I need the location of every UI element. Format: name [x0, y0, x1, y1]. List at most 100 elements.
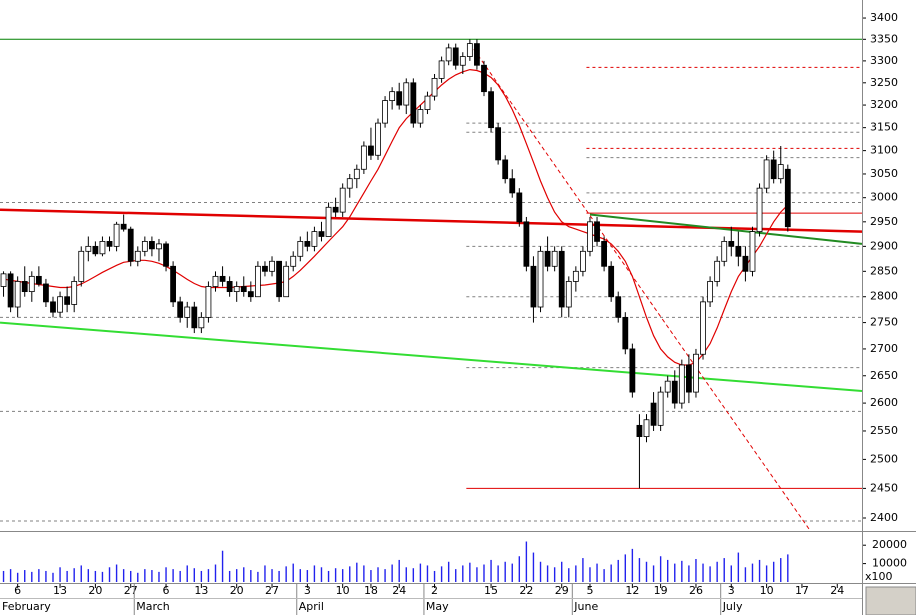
candle-body	[184, 306, 191, 318]
candle-body	[99, 241, 106, 255]
volume-bar	[666, 559, 669, 582]
candle-body	[375, 122, 381, 156]
y-tick-label: 2850	[870, 264, 898, 277]
candle-body	[7, 273, 14, 308]
candle-body	[678, 364, 685, 404]
y-tick-label: 2600	[870, 396, 898, 409]
volume-bar	[624, 554, 627, 582]
volume-bar	[497, 565, 499, 582]
volume-bar	[582, 558, 584, 582]
volume-unit: x100	[865, 570, 893, 583]
volume-bar	[539, 561, 542, 582]
volume-bar	[349, 566, 351, 582]
candle-body	[749, 231, 756, 272]
volume-bar	[681, 560, 683, 582]
volume-bar	[200, 570, 203, 582]
volume-bar	[101, 571, 104, 582]
volume-bar	[589, 567, 591, 582]
volume-bar	[638, 558, 641, 582]
candle-body	[693, 353, 699, 393]
volume-bar	[59, 567, 61, 582]
candle-body	[714, 260, 721, 282]
volume-bar	[525, 541, 528, 582]
candle-body	[438, 60, 445, 79]
volume-bar	[433, 570, 436, 582]
candle-body	[777, 164, 784, 180]
candle-body	[170, 265, 177, 303]
volume-bar	[250, 570, 252, 582]
volume-bar	[723, 558, 725, 582]
volume-bar	[737, 552, 740, 582]
volume-bar	[2, 570, 5, 582]
candle-body	[85, 245, 92, 252]
y-tick-label: 2750	[870, 316, 898, 329]
candle-body	[403, 82, 410, 106]
volume-bar	[327, 570, 330, 582]
x-tick-label: 12	[625, 584, 639, 597]
candle-body	[368, 145, 374, 156]
volume-bar	[405, 567, 407, 582]
candle-body	[594, 221, 600, 242]
candle-body	[205, 286, 212, 318]
candle-body	[452, 47, 459, 66]
volume-bar	[398, 559, 400, 582]
candle-body	[410, 82, 417, 124]
candle-body	[254, 265, 261, 298]
x-tick-label: 5	[586, 584, 593, 597]
candle-body	[537, 250, 544, 308]
volume-bar	[787, 554, 789, 582]
volume-bar	[313, 565, 316, 582]
scroll-box[interactable]	[865, 586, 916, 615]
candle-body	[43, 283, 49, 303]
volume-bar	[207, 569, 210, 582]
volume-bar	[490, 559, 492, 582]
volume-bar	[688, 565, 690, 582]
candle-body	[304, 241, 311, 247]
volume-bar	[751, 563, 754, 582]
volume-bar	[73, 568, 75, 582]
candle-body	[389, 91, 396, 101]
candle-body	[551, 250, 558, 267]
volume-bar	[165, 567, 167, 582]
month-label: June	[573, 600, 598, 613]
month-label: July	[722, 600, 743, 613]
candle-body	[290, 255, 297, 267]
candle-body	[636, 424, 643, 438]
candle-body	[502, 159, 509, 180]
x-tick-label: 17	[795, 584, 809, 597]
volume-bar	[38, 569, 40, 582]
y-tick-label: 2550	[870, 424, 898, 437]
y-tick-label: 3250	[870, 76, 898, 89]
candle-body	[622, 316, 629, 350]
volume-bar	[285, 566, 287, 582]
volume-bar	[476, 567, 478, 582]
volume-bar	[532, 552, 535, 582]
y-tick-label: 3100	[870, 144, 898, 157]
volume-bar	[257, 571, 259, 582]
volume-bar	[151, 570, 153, 582]
volume-bar	[483, 564, 485, 582]
candle-body	[615, 296, 622, 318]
candle-body	[657, 391, 664, 426]
candle-body	[580, 250, 586, 272]
volume-bar	[94, 570, 97, 582]
volume-bar	[716, 561, 718, 582]
trend-line	[469, 43, 811, 531]
candle-body	[219, 275, 226, 282]
candle-body	[247, 291, 254, 298]
candle-body	[297, 241, 304, 257]
candle-body	[565, 281, 572, 308]
volume-bar	[702, 563, 704, 582]
y-tick-label: 2950	[870, 215, 898, 228]
candle-body	[445, 47, 452, 62]
candle-body	[685, 364, 692, 393]
volume-bar	[122, 569, 125, 582]
candle-body	[269, 260, 275, 272]
x-tick-label: 10	[336, 584, 350, 597]
candle-body	[756, 187, 763, 232]
volume-bar	[674, 563, 676, 582]
candle-body	[14, 281, 21, 308]
candle-body	[0, 273, 7, 287]
y-tick-label: 2500	[870, 452, 898, 465]
